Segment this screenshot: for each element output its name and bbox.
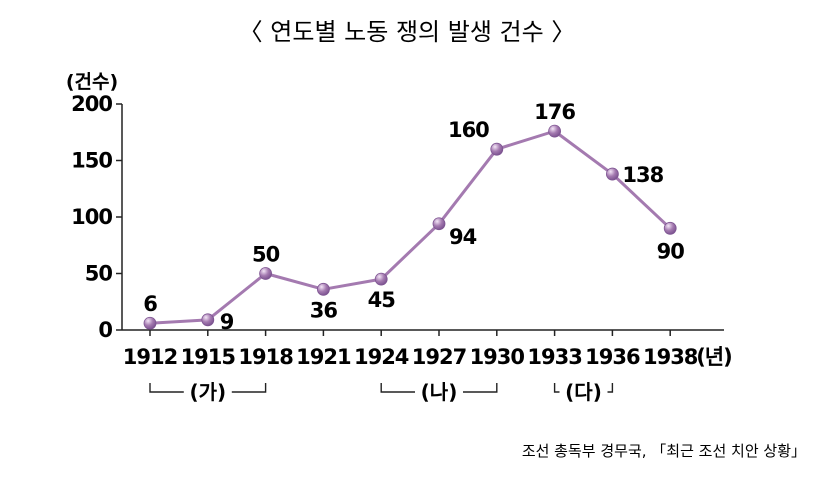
group-bracket-left xyxy=(149,383,184,393)
data-label: 94 xyxy=(449,225,477,249)
data-label: 9 xyxy=(220,310,234,334)
group-bracket-left xyxy=(380,383,415,393)
y-tick-label: 50 xyxy=(85,262,113,286)
group-label: (나) xyxy=(421,380,458,404)
x-tick-label: 1927 xyxy=(412,345,466,369)
data-point xyxy=(259,267,273,280)
data-point xyxy=(432,217,446,231)
group-bracket-right xyxy=(607,383,614,393)
data-point xyxy=(316,282,330,296)
data-point xyxy=(606,167,619,181)
data-labels: 6 9 50 36 45 94 160 176 138 90 xyxy=(143,100,685,334)
y-axis-unit: (건수) xyxy=(66,71,118,93)
x-tick-label: 1918 xyxy=(238,345,293,369)
x-ticks: 1912 1915 1918 1921 1924 1927 1930 1933 1936 1938… xyxy=(123,330,733,369)
data-label: 50 xyxy=(252,243,280,267)
x-tick-label: 1924 xyxy=(354,345,409,369)
x-tick-label: 1936 xyxy=(585,345,640,369)
source-caption: 조선 총독부 경무국, 「최근 조선 치안 상황」 xyxy=(522,442,806,460)
data-label: 36 xyxy=(310,298,338,322)
series-line xyxy=(149,129,672,325)
chart-title: 〈 연도별 노동 쟁의 발생 건수 〉 xyxy=(239,18,576,46)
x-tick-label: 1912 xyxy=(123,345,177,369)
y-tick-label: 100 xyxy=(71,205,112,229)
x-tick-label: 1930 xyxy=(470,345,525,369)
data-point xyxy=(548,124,561,138)
data-label: 176 xyxy=(534,100,575,124)
x-tick-label: 1933 xyxy=(527,345,581,369)
data-label: 138 xyxy=(622,163,663,187)
x-tick-label: 1915 xyxy=(181,345,236,369)
group-label: (다) xyxy=(565,380,602,404)
group-bracket-right xyxy=(463,383,498,393)
data-point xyxy=(374,272,388,286)
group-label: (가) xyxy=(189,380,226,404)
x-axis-unit: (년) xyxy=(696,345,732,369)
data-label: 90 xyxy=(657,239,685,263)
data-label: 160 xyxy=(448,118,489,142)
x-tick-label: 1938 xyxy=(643,345,698,369)
data-point xyxy=(143,316,157,330)
y-ticks: 0 50 100 150 200 xyxy=(71,92,122,342)
data-point xyxy=(663,221,677,235)
data-point xyxy=(490,142,504,156)
period-groups: (가) (나) (다) xyxy=(149,380,614,404)
data-label: 45 xyxy=(368,288,396,312)
y-tick-label: 0 xyxy=(98,318,112,342)
group-bracket-right xyxy=(231,383,267,393)
group-bracket-left xyxy=(553,383,560,393)
data-point xyxy=(201,313,215,327)
x-tick-label: 1921 xyxy=(296,345,351,369)
data-points xyxy=(143,124,677,330)
y-tick-label: 150 xyxy=(71,149,112,173)
data-label: 6 xyxy=(143,292,157,316)
y-tick-label: 200 xyxy=(71,92,112,116)
